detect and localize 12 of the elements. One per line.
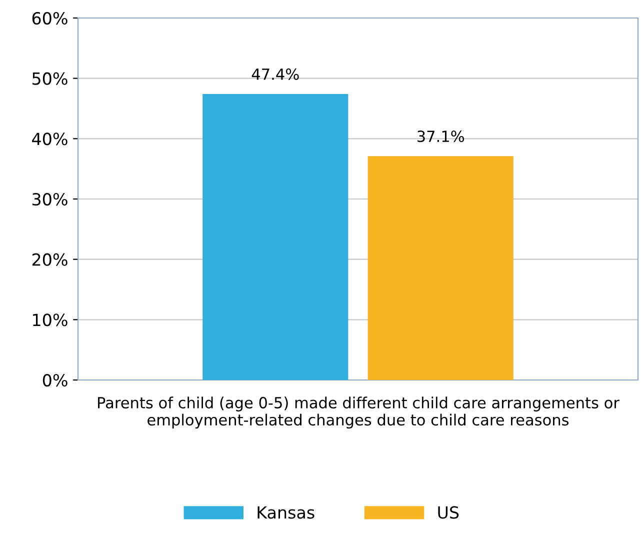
data-label: 37.1% — [418, 130, 464, 142]
y-tick-label: 20% — [32, 253, 68, 266]
legend-label: US — [438, 506, 459, 519]
y-tick-label: 50% — [32, 72, 68, 85]
y-tick-label: 10% — [33, 314, 68, 326]
legend-label: Kansas — [258, 506, 314, 519]
data-label: 47.4% — [252, 68, 299, 80]
x-tick-label: Parents of child (age 0-5) made different child care arrangements or employment-related changes due to child care reasons — [98, 396, 620, 429]
y-tick-label: 0% — [42, 374, 68, 387]
y-tick-label: 40% — [32, 132, 68, 146]
y-tick-label: 60% — [32, 12, 68, 25]
y-tick-label: 30% — [32, 192, 68, 206]
